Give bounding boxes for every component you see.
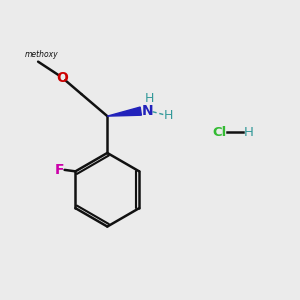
Text: H: H: [164, 109, 173, 122]
Text: F: F: [55, 163, 64, 177]
Text: N: N: [142, 104, 153, 118]
Text: H: H: [244, 126, 254, 139]
Text: Cl: Cl: [212, 126, 226, 139]
Text: methoxy: methoxy: [24, 50, 58, 59]
Polygon shape: [107, 107, 141, 116]
Text: O: O: [56, 71, 68, 85]
Text: H: H: [145, 92, 154, 105]
